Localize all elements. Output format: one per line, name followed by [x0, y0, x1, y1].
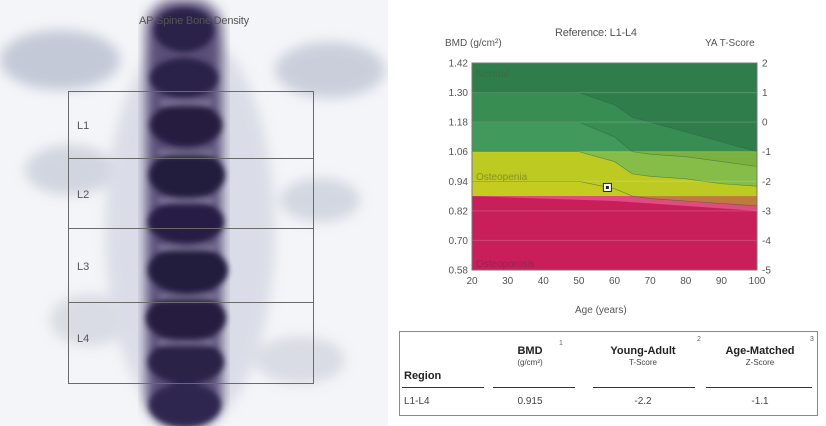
- y2-tick-label: -4: [762, 236, 771, 247]
- header-bmd-unit: (g/cm²): [517, 358, 543, 367]
- y2-tick-label: 1: [762, 88, 768, 99]
- reference-curve-3: [472, 151, 758, 187]
- header-rule-region: [402, 387, 484, 388]
- header-young-adult-label: Young-Adult: [610, 345, 676, 357]
- header-age-matched-footnote: 3: [810, 336, 814, 343]
- y2-tick-label: -3: [762, 206, 771, 217]
- y2-tick-label: -1: [762, 147, 771, 158]
- scan-title: AP Spine Bone Density: [139, 15, 249, 27]
- y-tick-label: 1.06: [449, 147, 469, 158]
- y-tick-label: 0.82: [449, 206, 469, 217]
- reference-curve-1: [472, 92, 758, 153]
- header-age-matched: Age-Matched Z-Score: [710, 345, 810, 367]
- y2-tick-label: -2: [762, 177, 771, 188]
- header-rule-age-matched: [706, 387, 812, 388]
- x-tick-label: 40: [538, 276, 550, 287]
- x-tick-label: 90: [716, 276, 728, 287]
- y-tick-label: 1.42: [449, 59, 469, 70]
- results-table: Region BMD (g/cm²) 1 Young-Adult T-Score…: [399, 331, 818, 416]
- x-tick-label: 70: [645, 276, 657, 287]
- zone-label-osteopenia: Osteopenia: [476, 172, 528, 183]
- header-rule-bmd: [493, 387, 575, 388]
- header-age-matched-label: Age-Matched: [725, 345, 795, 357]
- zone-label-normal: Normal: [476, 69, 508, 80]
- y-tick-label: 0.58: [449, 266, 469, 277]
- roi-box-l4: L4: [68, 302, 314, 384]
- x-tick-label: 50: [573, 276, 585, 287]
- x-tick-label: 20: [466, 276, 478, 287]
- header-bmd-label: BMD: [517, 345, 543, 357]
- reference-curve-4: [472, 180, 758, 207]
- header-age-matched-sub: Z-Score: [745, 358, 775, 367]
- y2-axis-label: YA T-Score: [705, 38, 755, 49]
- y-tick-label: 0.70: [449, 236, 469, 247]
- chart-title: Reference: L1-L4: [555, 27, 637, 39]
- header-region: Region: [404, 370, 474, 382]
- y-tick-label: 0.94: [449, 177, 469, 188]
- header-bmd-footnote: 1: [559, 340, 563, 347]
- x-tick-label: 80: [680, 276, 692, 287]
- reference-band-low: [472, 196, 757, 211]
- cell-bmd: 0.915: [517, 396, 543, 407]
- reference-band-2: [472, 122, 757, 187]
- roi-label-l3: L3: [77, 261, 90, 273]
- zone-osteoporosis: [472, 196, 757, 270]
- cell-region: L1-L4: [404, 396, 430, 407]
- y-axis-label: BMD (g/cm²): [445, 38, 502, 49]
- y2-tick-label: 2: [762, 59, 768, 70]
- roi-label-l4: L4: [77, 333, 90, 345]
- header-young-adult-footnote: 2: [697, 336, 701, 343]
- roi-label-l2: L2: [77, 189, 90, 201]
- y-tick-label: 1.18: [449, 118, 469, 129]
- reference-band-1: [472, 92, 757, 167]
- x-tick-label: 30: [502, 276, 514, 287]
- x-tick-label: 100: [749, 276, 766, 287]
- reference-curve-2: [472, 121, 758, 167]
- header-young-adult: Young-Adult T-Score: [593, 345, 693, 367]
- y-tick-label: 1.30: [449, 88, 469, 99]
- plot-frame: [471, 62, 758, 271]
- header-region-label: Region: [404, 370, 442, 382]
- cell-t-score: -2.2: [634, 396, 652, 407]
- y2-tick-label: -5: [762, 266, 771, 277]
- reference-band-3: [472, 151, 757, 206]
- roi-label-l1: L1: [77, 120, 90, 132]
- header-young-adult-sub: T-Score: [628, 358, 657, 367]
- header-rule-young-adult: [593, 387, 695, 388]
- patient-marker-dot: [605, 185, 609, 189]
- zone-label-osteoporosis: Osteoporosis: [476, 259, 535, 270]
- cell-z-score: -1.1: [751, 396, 769, 407]
- y2-tick-label: 0: [762, 118, 768, 129]
- spine-scan-panel: AP Spine Bone Density L1 L2 L3 L4: [0, 0, 388, 426]
- x-axis-label: Age (years): [575, 305, 627, 316]
- header-bmd: BMD (g/cm²): [495, 345, 565, 367]
- x-tick-label: 60: [609, 276, 621, 287]
